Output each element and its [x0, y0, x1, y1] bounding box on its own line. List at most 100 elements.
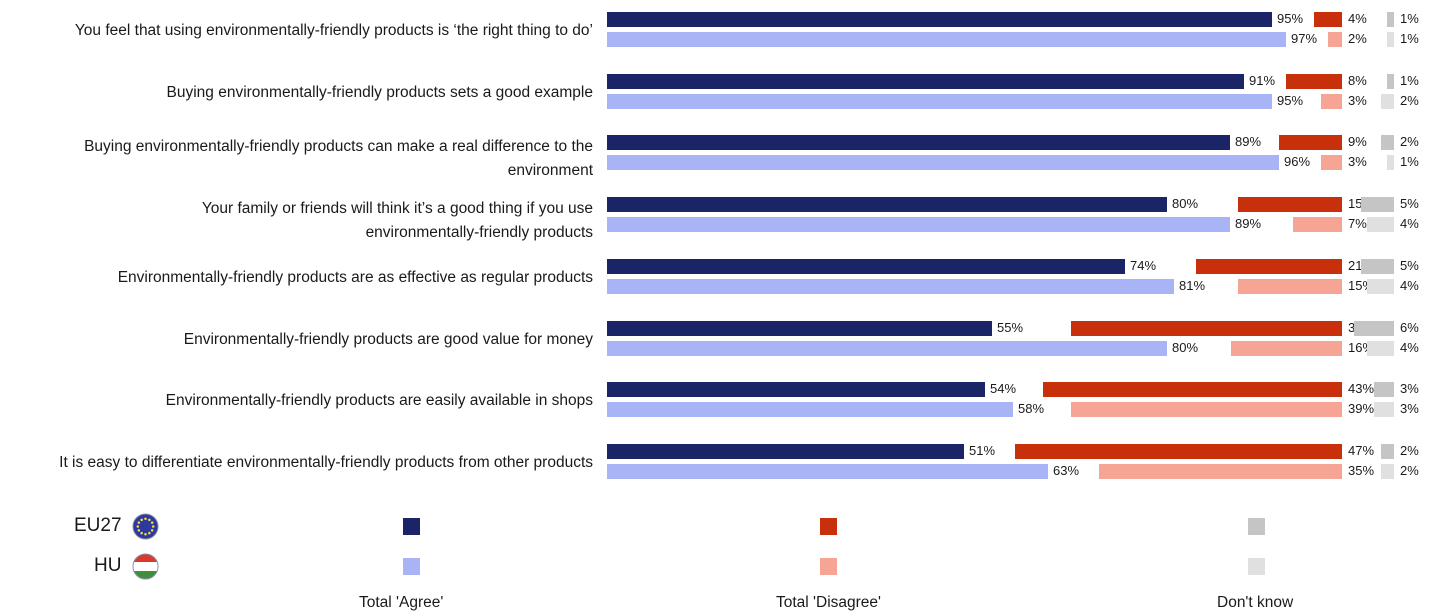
category-label-line: Environmentally-friendly products are ea… — [165, 392, 593, 410]
disagree-bar-eu27 — [1196, 258, 1342, 274]
legend-title-agree: Total 'Agree' — [359, 594, 444, 611]
category-label-line: Your family or friends will think it’s a… — [201, 200, 593, 218]
category-label: Your family or friends will think it’s a… — [0, 197, 593, 245]
disagree-bar-hu — [1293, 217, 1342, 233]
agree-value-eu27: 89% — [1235, 134, 1262, 150]
agree-bar-eu27 — [607, 73, 1244, 89]
disagree-bar-eu27 — [1043, 382, 1342, 398]
category-label-line: Environmentally-friendly products are go… — [183, 330, 593, 348]
disagree-bar-hu — [1321, 155, 1342, 171]
disagree-value-eu27: 8% — [1348, 72, 1367, 88]
disagree-bar-hu — [1328, 32, 1342, 47]
disagree-bar-hu — [1230, 340, 1342, 356]
dontknow-bar-hu — [1373, 402, 1394, 418]
agree-value-hu: 96% — [1284, 154, 1311, 170]
category-label: It is easy to differentiate environmenta… — [0, 451, 593, 475]
category-label-line: Environmentally-friendly products are as… — [117, 268, 593, 286]
category-label: You feel that using environmentally-frie… — [0, 19, 593, 43]
category-label: Environmentally-friendly products are as… — [0, 266, 593, 290]
dontknow-bar-eu27 — [1360, 258, 1394, 274]
dontknow-value-hu: 1% — [1400, 154, 1419, 170]
agree-bar-hu — [607, 93, 1272, 109]
dontknow-value-hu: 2% — [1400, 462, 1419, 478]
disagree-value-eu27: 47% — [1348, 442, 1375, 458]
agree-value-eu27: 95% — [1277, 11, 1304, 26]
dontknow-bar-hu — [1387, 155, 1394, 171]
agree-value-eu27: 55% — [997, 319, 1024, 335]
legend-swatch-agree-eu27 — [403, 518, 420, 535]
disagree-bar-eu27 — [1279, 135, 1342, 151]
eu-flag-icon — [132, 513, 159, 540]
dontknow-value-hu: 4% — [1400, 277, 1419, 293]
dontknow-bar-hu — [1367, 278, 1394, 294]
dontknow-value-eu27: 3% — [1400, 381, 1419, 397]
dontknow-value-eu27: 1% — [1400, 72, 1419, 88]
dontknow-bar-hu — [1380, 93, 1394, 109]
agree-bar-hu — [607, 217, 1230, 233]
dontknow-bar-eu27 — [1387, 12, 1394, 27]
category-label-line: Buying environmentally-friendly products… — [84, 138, 593, 156]
dontknow-bar-eu27 — [1380, 443, 1394, 459]
disagree-value-hu: 3% — [1348, 154, 1367, 170]
disagree-value-hu: 35% — [1348, 462, 1375, 478]
agree-value-eu27: 54% — [990, 381, 1017, 397]
agree-bar-hu — [607, 32, 1286, 47]
category-label-line: It is easy to differentiate environmenta… — [59, 453, 593, 471]
agree-bar-eu27 — [607, 320, 992, 336]
disagree-value-eu27: 9% — [1348, 134, 1367, 150]
agree-bar-hu — [607, 463, 1048, 479]
dontknow-value-hu: 1% — [1400, 31, 1419, 46]
agree-bar-eu27 — [607, 12, 1272, 27]
dontknow-value-hu: 4% — [1400, 339, 1419, 355]
dontknow-value-eu27: 5% — [1400, 257, 1419, 273]
dontknow-bar-hu — [1367, 340, 1394, 356]
dontknow-bar-eu27 — [1360, 197, 1394, 213]
agree-bar-eu27 — [607, 197, 1167, 213]
disagree-value-hu: 39% — [1348, 401, 1375, 417]
legend-title-dontknow: Don't know — [1217, 594, 1294, 611]
disagree-bar-hu — [1237, 278, 1342, 294]
category-label: Buying environmentally-friendly products… — [0, 135, 593, 183]
disagree-bar-eu27 — [1070, 320, 1342, 336]
disagree-value-hu: 3% — [1348, 92, 1367, 108]
legend-swatch-dontknow-eu27 — [1248, 518, 1265, 535]
category-label-line: Buying environmentally-friendly products… — [166, 83, 593, 101]
agree-value-hu: 80% — [1172, 339, 1199, 355]
hungary-flag-icon — [132, 553, 159, 580]
agree-bar-eu27 — [607, 443, 964, 459]
agree-value-hu: 97% — [1291, 31, 1318, 46]
dontknow-bar-eu27 — [1380, 135, 1394, 151]
category-label: Environmentally-friendly products are go… — [0, 328, 593, 352]
agree-bar-hu — [607, 278, 1174, 294]
disagree-value-eu27: 43% — [1348, 381, 1375, 397]
agree-bar-eu27 — [607, 382, 985, 398]
category-label: Environmentally-friendly products are ea… — [0, 389, 593, 413]
dontknow-bar-hu — [1367, 217, 1394, 233]
agree-bar-eu27 — [607, 135, 1230, 151]
agree-bar-hu — [607, 402, 1013, 418]
agree-value-hu: 81% — [1179, 277, 1206, 293]
legend-swatch-agree-hu — [403, 558, 420, 575]
dontknow-value-hu: 3% — [1400, 401, 1419, 417]
agree-value-eu27: 91% — [1249, 72, 1276, 88]
disagree-value-eu27: 4% — [1348, 11, 1367, 26]
disagree-bar-hu — [1070, 402, 1342, 418]
disagree-bar-hu — [1321, 93, 1342, 109]
dontknow-bar-eu27 — [1373, 382, 1394, 398]
agree-value-hu: 63% — [1053, 462, 1080, 478]
agree-value-hu: 89% — [1235, 216, 1262, 232]
dontknow-value-eu27: 5% — [1400, 196, 1419, 212]
category-label: Buying environmentally-friendly products… — [0, 81, 593, 105]
disagree-value-hu: 7% — [1348, 216, 1367, 232]
category-label-line: You feel that using environmentally-frie… — [74, 22, 593, 39]
agree-bar-eu27 — [607, 258, 1125, 274]
disagree-bar-eu27 — [1015, 443, 1342, 459]
dontknow-value-eu27: 1% — [1400, 11, 1419, 26]
dontknow-bar-hu — [1380, 463, 1394, 479]
dontknow-bar-eu27 — [1353, 320, 1394, 336]
agree-bar-hu — [607, 340, 1167, 356]
legend-label-hu: HU — [94, 555, 122, 576]
dontknow-value-eu27: 2% — [1400, 442, 1419, 458]
dontknow-bar-hu — [1387, 32, 1394, 47]
disagree-bar-hu — [1098, 463, 1342, 479]
